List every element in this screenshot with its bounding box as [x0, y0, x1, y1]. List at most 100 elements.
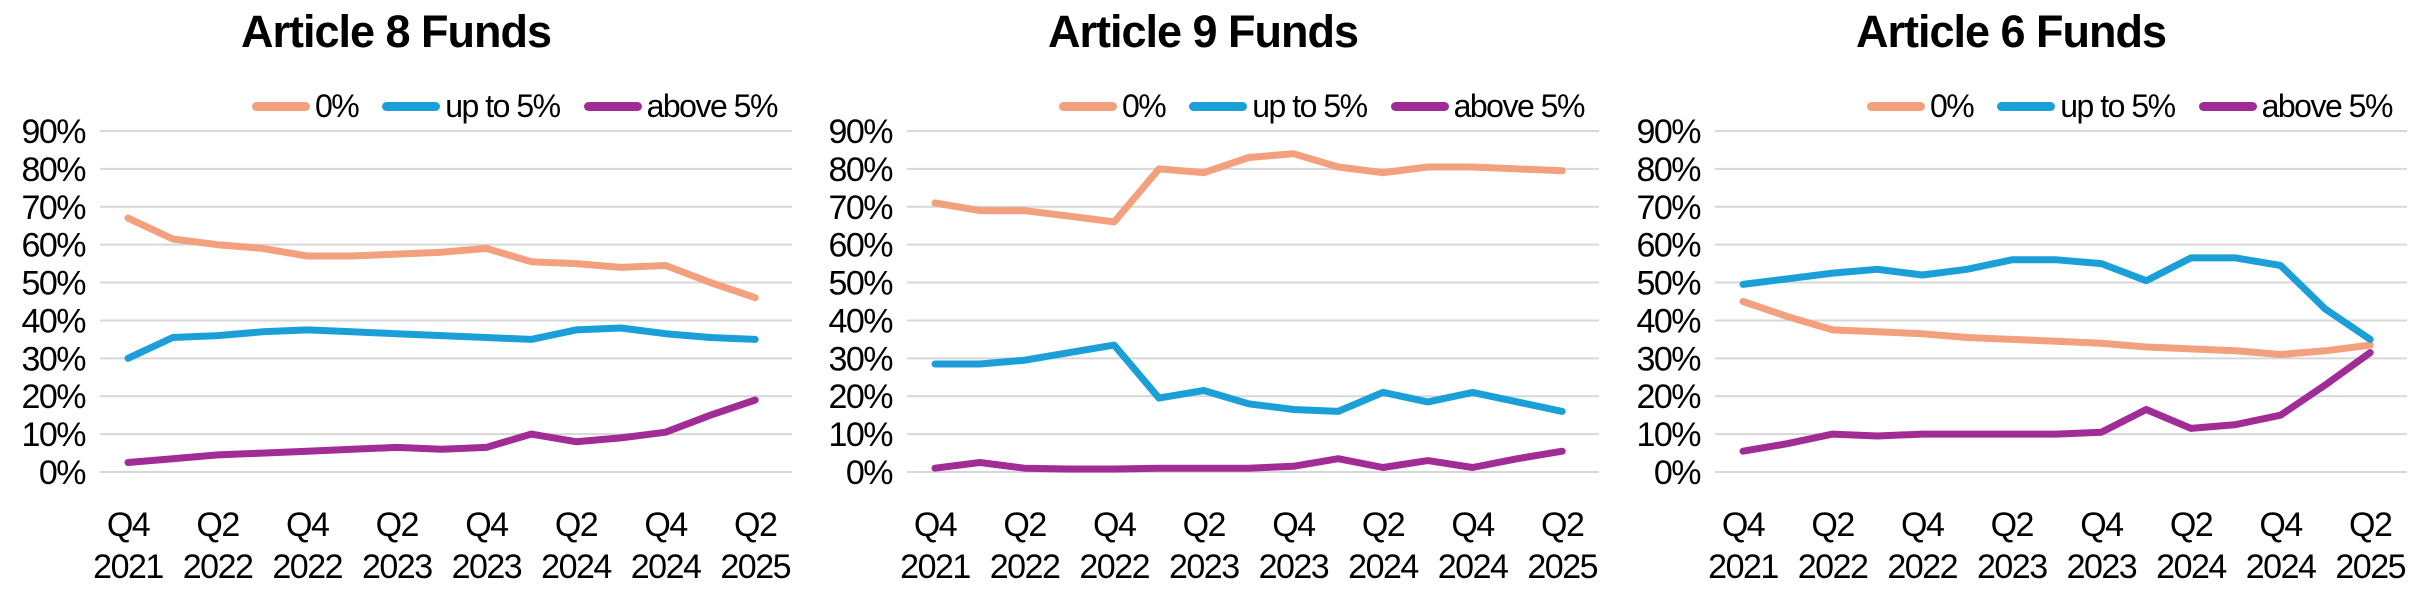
chart-title: Article 9 Funds: [1047, 6, 1359, 57]
x-axis-tick-quarter: Q4: [1272, 506, 1315, 544]
y-axis-tick-label: 0%: [846, 454, 893, 492]
x-axis-tick-year: 2024: [2156, 548, 2226, 586]
x-axis-tick-year: 2022: [183, 548, 253, 586]
x-axis-tick-quarter: Q4: [1451, 506, 1494, 544]
y-axis-tick-label: 10%: [828, 416, 893, 454]
x-axis-tick-quarter: Q2: [555, 506, 598, 544]
legend-line-swatch-icon: [1867, 101, 1925, 111]
x-axis-tick-quarter: Q4: [286, 506, 329, 544]
x-axis-tick-quarter: Q2: [376, 506, 419, 544]
y-axis-tick-label: 50%: [828, 265, 893, 303]
legend-label: above 5%: [1453, 88, 1586, 124]
y-axis-tick-label: 70%: [1636, 189, 1701, 227]
y-axis-tick-label: 10%: [1636, 416, 1701, 454]
legend-item-above-5pct: above 5%: [1390, 88, 1586, 124]
x-axis-tick-quarter: Q2: [1183, 506, 1226, 544]
x-axis-tick-year: 2021: [900, 548, 970, 586]
y-axis-tick-label: 60%: [828, 227, 893, 265]
legend-line-swatch-icon: [1189, 101, 1248, 111]
chart-title: Article 6 Funds: [1855, 6, 2167, 57]
x-axis-tick-quarter: Q4: [107, 506, 150, 544]
chart-article-9-funds: Article 9 Funds 0% up to 5% above 5% 90% 80…: [807, 0, 1614, 599]
series-line-above-5pct: [1739, 349, 2374, 455]
x-axis-tick-quarter: Q4: [914, 506, 957, 544]
legend-label: up to 5%: [445, 88, 561, 124]
y-axis-tick-label: 70%: [21, 189, 86, 227]
y-axis-tick-label: 70%: [828, 189, 893, 227]
y-axis-tick-label: 0%: [1654, 454, 1701, 492]
legend-line-swatch-icon: [382, 101, 441, 111]
legend-line-swatch-icon: [1390, 101, 1449, 111]
legend-line-swatch-icon: [252, 101, 310, 111]
x-axis-tick-quarter: Q4: [1093, 506, 1136, 544]
x-axis-tick-year: 2021: [1708, 548, 1778, 586]
x-axis-tick-year: 2024: [1348, 548, 1418, 586]
x-axis-tick-year: 2024: [1438, 548, 1508, 586]
x-axis-tick-quarter: Q2: [1811, 506, 1854, 544]
legend-item-up-to-5pct: up to 5%: [382, 88, 561, 124]
y-axis-tick-label: 20%: [21, 378, 86, 416]
x-axis-tick-year: 2021: [93, 548, 163, 586]
legend-line-swatch-icon: [2198, 101, 2257, 111]
legend-line-swatch-icon: [583, 101, 642, 111]
y-axis-tick-label: 80%: [828, 151, 893, 189]
legend: 0% up to 5% above 5%: [1059, 90, 1614, 122]
legend-item-up-to-5pct: up to 5%: [1997, 90, 2176, 122]
chart-article-6-funds: Article 6 Funds 0% up to 5% above 5% 90% 80…: [1615, 0, 2422, 599]
y-axis-tick-label: 20%: [1636, 378, 1701, 416]
legend-item-0pct: 0%: [1059, 88, 1167, 124]
y-axis-tick-label: 20%: [828, 378, 893, 416]
x-axis-tick-quarter: Q2: [196, 506, 239, 544]
legend-line-swatch-icon: [1997, 101, 2056, 111]
legend-label: 0%: [1122, 88, 1167, 124]
y-axis-tick-label: 90%: [828, 113, 893, 151]
x-axis-tick-quarter: Q2: [2170, 506, 2213, 544]
legend-label: 0%: [315, 88, 360, 124]
legend-item-above-5pct: above 5%: [2198, 90, 2393, 122]
x-axis-tick-quarter: Q4: [1901, 506, 1944, 544]
y-axis-tick-label: 80%: [21, 151, 86, 189]
x-axis-tick-year: 2022: [1079, 548, 1149, 586]
y-axis-tick-label: 50%: [1636, 265, 1701, 303]
y-axis-tick-label: 10%: [21, 416, 86, 454]
legend-label: 0%: [1930, 88, 1975, 124]
y-axis-tick-label: 80%: [1636, 151, 1701, 189]
y-axis-tick-label: 40%: [1636, 302, 1701, 340]
y-axis-tick-label: 40%: [828, 302, 893, 340]
legend-item-0pct: 0%: [1867, 88, 1975, 124]
legend: 0% up to 5% above 5%: [1867, 90, 2422, 122]
x-axis-tick-year: 2025: [1527, 548, 1597, 586]
x-axis-tick-year: 2023: [1169, 548, 1239, 586]
y-axis-tick-label: 60%: [1636, 227, 1701, 265]
x-axis-tick-quarter: Q4: [2259, 506, 2302, 544]
x-axis-tick-quarter: Q4: [465, 506, 508, 544]
x-axis-tick-quarter: Q2: [734, 506, 777, 544]
x-axis-tick-quarter: Q2: [1991, 506, 2034, 544]
x-axis-tick-year: 2023: [452, 548, 522, 586]
x-axis-tick-quarter: Q2: [1541, 506, 1584, 544]
legend-item-up-to-5pct: up to 5%: [1189, 90, 1368, 122]
x-axis-tick-year: 2022: [1887, 548, 1957, 586]
series-line-up-to-5pct: [931, 341, 1566, 415]
series-line-above-5pct: [124, 396, 759, 466]
y-axis-tick-label: 50%: [21, 265, 86, 303]
chart-canvas: 90%80%70%60%50%40%30%20%10%0% Q4 2021 Q2 202…: [21, 113, 792, 586]
y-axis-tick-label: 30%: [21, 340, 86, 378]
x-axis-tick-year: 2023: [2067, 548, 2137, 586]
y-axis-tick-label: 90%: [1636, 113, 1701, 151]
chart-canvas: 90%80%70%60%50%40%30%20%10%0% Q4 2021 Q2 202…: [828, 113, 1599, 586]
y-axis-tick-label: 90%: [21, 113, 86, 151]
x-axis-tick-year: 2023: [1259, 548, 1329, 586]
series-line-up-to-5pct: [124, 324, 759, 362]
x-axis-tick-year: 2025: [2335, 548, 2405, 586]
series-line-0pct: [931, 150, 1566, 226]
x-axis-tick-year: 2023: [1977, 548, 2047, 586]
y-axis-tick-label: 40%: [21, 302, 86, 340]
x-axis-tick-year: 2022: [272, 548, 342, 586]
x-axis-tick-quarter: Q4: [2080, 506, 2123, 544]
legend-line-swatch-icon: [1059, 101, 1117, 111]
x-axis-tick-quarter: Q2: [1003, 506, 1046, 544]
x-axis-tick-year: 2025: [720, 548, 790, 586]
series-line-up-to-5pct: [1739, 254, 2374, 343]
